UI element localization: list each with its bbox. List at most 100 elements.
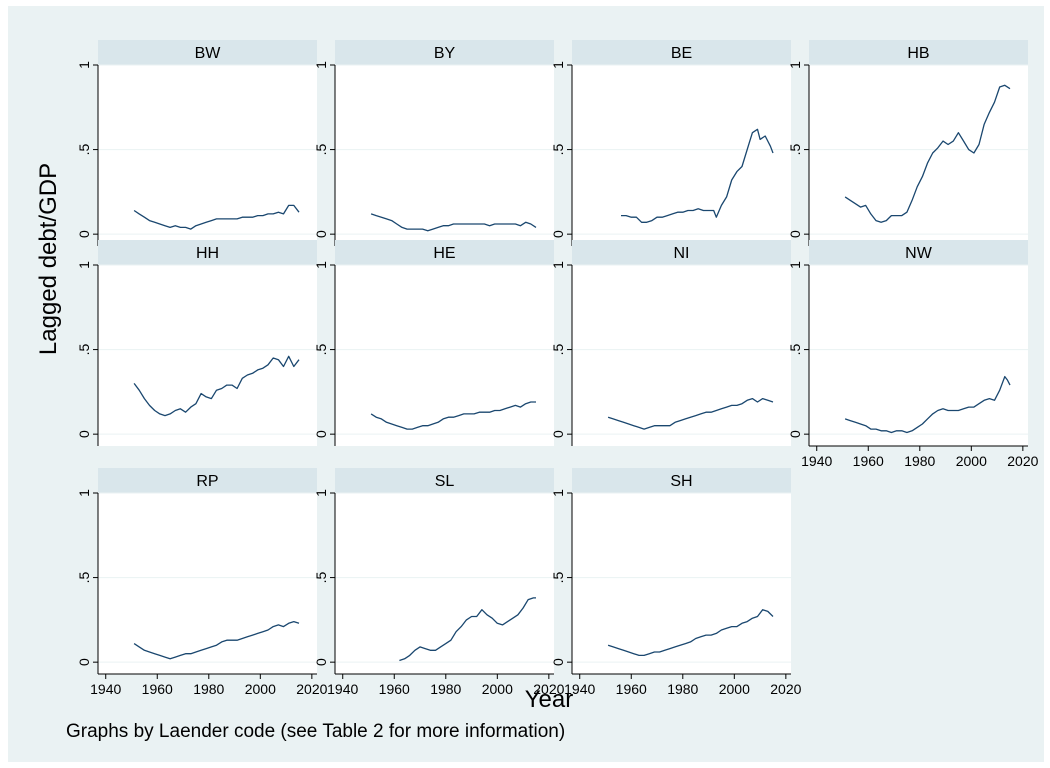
y-tick-label: 1 [76, 489, 92, 497]
y-tick-label: .5 [313, 572, 329, 584]
x-tick-label: 1940 [327, 681, 358, 697]
panel-header [572, 40, 791, 65]
x-tick-label: 2020 [533, 681, 564, 697]
x-tick-label: 1940 [564, 681, 595, 697]
panel-title: HE [433, 245, 455, 262]
y-tick-label: 1 [313, 61, 329, 69]
y-tick-label: .5 [313, 144, 329, 156]
y-tick-label: 0 [787, 430, 803, 438]
chart: Lagged debt/GDP Year Graphs by Laender c… [35, 40, 1039, 742]
panel-nw: NW 0 .5 1 1940 1960 1980 2000 2020 [787, 240, 1039, 469]
y-tick-label: 0 [76, 430, 92, 438]
series-line-nw [844, 375, 1011, 434]
x-tick-label: 2020 [770, 681, 801, 697]
y-tick-label: 0 [550, 230, 566, 238]
chart-frame: Lagged debt/GDP Year Graphs by Laender c… [8, 6, 1044, 762]
x-tick-label: 2000 [482, 681, 513, 697]
panel-title: BW [195, 45, 222, 62]
panel-header [335, 240, 554, 265]
plot-area [572, 265, 791, 446]
y-tick-label: .5 [550, 144, 566, 156]
y-tick-label: .5 [76, 572, 92, 584]
plot-area [809, 265, 1028, 446]
panel-ni: NI 0 .5 1 [550, 240, 791, 446]
panel-header [572, 468, 791, 493]
series-line-bw [133, 204, 300, 230]
x-tick-label: 1960 [616, 681, 647, 697]
y-tick-label: 1 [313, 261, 329, 269]
series-line-sh [607, 609, 774, 657]
panel-title: HB [907, 45, 929, 62]
y-tick-label: .5 [313, 344, 329, 356]
x-tick-label: 2000 [719, 681, 750, 697]
x-tick-label: 2020 [296, 681, 327, 697]
plot-area [98, 265, 317, 446]
y-tick-label: 1 [550, 489, 566, 497]
x-tick-label: 2000 [956, 453, 987, 469]
panel-title: BE [671, 45, 692, 62]
plot-area [572, 65, 791, 246]
y-tick-label: 1 [76, 261, 92, 269]
panel-title: NI [674, 245, 690, 262]
y-tick-label: 1 [550, 261, 566, 269]
panel-title: RP [196, 473, 218, 490]
plot-area [335, 493, 554, 674]
panel-by: BY 0 .5 1 [313, 40, 554, 246]
panel-header [98, 468, 317, 493]
y-tick-label: 1 [313, 489, 329, 497]
panel-hb: HB 0 .5 1 [787, 40, 1028, 246]
panel-header [809, 240, 1028, 265]
series-line-hh [133, 355, 300, 417]
panel-header [98, 240, 317, 265]
y-tick-label: 0 [550, 430, 566, 438]
y-tick-label: .5 [550, 344, 566, 356]
y-tick-label: .5 [76, 344, 92, 356]
panel-bw: BW 0 .5 1 [76, 40, 317, 246]
x-tick-label: 1960 [853, 453, 884, 469]
x-tick-label: 2020 [1007, 453, 1038, 469]
y-tick-label: 0 [313, 430, 329, 438]
series-line-hb [844, 84, 1011, 223]
panel-title: SH [670, 473, 692, 490]
panel-hh: HH 0 .5 1 [76, 240, 317, 446]
panel-sh: SH 0 .5 1 1940 1960 1980 2000 2020 [550, 468, 802, 697]
x-tick-label: 1980 [193, 681, 224, 697]
y-tick-label: 1 [76, 61, 92, 69]
x-tick-label: 2000 [245, 681, 276, 697]
plot-area [98, 493, 317, 674]
panel-header [572, 240, 791, 265]
y-tick-label: 1 [787, 261, 803, 269]
y-tick-label: .5 [787, 144, 803, 156]
y-tick-label: .5 [787, 344, 803, 356]
panel-header [809, 40, 1028, 65]
plot-area [98, 65, 317, 246]
x-tick-label: 1940 [801, 453, 832, 469]
series-line-by [370, 213, 537, 232]
y-tick-label: 0 [76, 658, 92, 666]
x-tick-label: 1980 [430, 681, 461, 697]
panel-header [335, 468, 554, 493]
series-line-he [370, 401, 536, 430]
y-tick-label: 0 [76, 230, 92, 238]
plot-area [809, 65, 1028, 246]
series-line-rp [133, 620, 300, 660]
panel-title: SL [435, 473, 455, 490]
panel-header [335, 40, 554, 65]
y-axis-title: Lagged debt/GDP [35, 163, 62, 355]
x-tick-label: 1980 [667, 681, 698, 697]
x-tick-label: 1980 [904, 453, 935, 469]
panel-header [98, 40, 317, 65]
panel-title: HH [196, 245, 219, 262]
series-line-sl [399, 597, 536, 662]
panels: BW 0 .5 1 BY 0 .5 1 BE 0 .5 1 HB 0 .5 1 HH 0 .5 1 HE 0 .5 1 NI 0.… [76, 40, 1039, 697]
series-line-be [621, 128, 774, 223]
y-tick-label: 0 [550, 658, 566, 666]
panel-title: NW [905, 245, 933, 262]
x-axis-title: Year [525, 686, 574, 713]
y-tick-label: 0 [787, 230, 803, 238]
y-tick-label: 0 [313, 230, 329, 238]
x-tick-label: 1940 [90, 681, 121, 697]
chart-note: Graphs by Laender code (see Table 2 for … [66, 721, 565, 742]
panel-title: BY [434, 45, 456, 62]
y-tick-label: 1 [787, 61, 803, 69]
